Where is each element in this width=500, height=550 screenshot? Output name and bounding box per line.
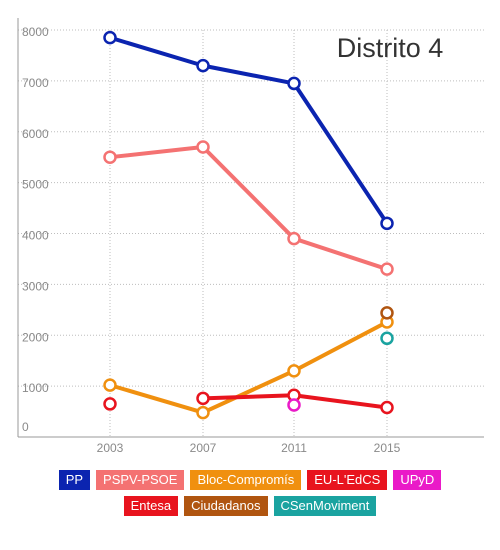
data-point-eu-l-edcs xyxy=(380,400,394,415)
chart-grid xyxy=(17,18,484,438)
data-point-pp xyxy=(196,58,210,73)
legend-item: Bloc-Compromís xyxy=(190,470,302,490)
y-tick-label: 7000 xyxy=(22,76,49,90)
y-tick-label: 8000 xyxy=(22,25,49,39)
data-point-pspv-psoe xyxy=(103,150,117,164)
series-line-pspv-psoe xyxy=(109,145,388,272)
data-point-csenmoviment xyxy=(380,331,394,346)
series-line-pp xyxy=(109,35,389,225)
x-tick-label: 2003 xyxy=(97,441,124,455)
data-point-pspv-psoe xyxy=(196,140,210,154)
data-point-upyd xyxy=(287,398,301,412)
x-axis: 2003 2007 2011 2015 xyxy=(97,441,401,455)
x-tick-label: 2007 xyxy=(190,441,217,455)
legend-item: Entesa xyxy=(123,496,179,516)
legend: PP PSPV-PSOE Bloc-Compromís EU-L'EdCS UPyD En… xyxy=(0,470,500,522)
y-tick-label: 4000 xyxy=(22,229,49,243)
data-point-pp xyxy=(287,76,301,91)
chart-title: Distrito 4 xyxy=(337,33,444,63)
data-point-bloc-comprom-s xyxy=(287,364,301,378)
series-eu-l-edcs xyxy=(196,388,394,415)
legend-item: CSenMoviment xyxy=(273,496,377,516)
data-point-entesa xyxy=(103,397,117,411)
data-point-ciudadanos xyxy=(380,306,394,320)
data-point-pp xyxy=(103,30,117,45)
y-tick-label: 6000 xyxy=(22,127,49,141)
data-point-pspv-psoe xyxy=(287,231,301,246)
y-tick-label: 2000 xyxy=(22,330,49,344)
legend-row: PP PSPV-PSOE Bloc-Compromís EU-L'EdCS UPyD xyxy=(0,470,500,490)
y-tick-label: 1000 xyxy=(22,381,49,395)
legend-item: PP xyxy=(58,470,91,490)
series-upyd xyxy=(287,398,301,412)
x-tick-label: 2015 xyxy=(374,441,401,455)
series-entesa xyxy=(103,397,117,411)
data-point-bloc-comprom-s xyxy=(196,405,210,420)
series-ciudadanos xyxy=(380,306,394,320)
y-tick-label: 5000 xyxy=(22,178,49,192)
legend-item: PSPV-PSOE xyxy=(96,470,185,490)
data-point-eu-l-edcs xyxy=(196,391,210,406)
data-point-bloc-comprom-s xyxy=(103,378,117,392)
series-line-bloc-comprom-s xyxy=(109,320,388,415)
series-csenmoviment xyxy=(380,331,394,346)
legend-item: EU-L'EdCS xyxy=(307,470,388,490)
series-pspv-psoe xyxy=(103,140,394,276)
legend-row: Entesa Ciudadanos CSenMoviment xyxy=(0,496,500,516)
series-layer xyxy=(103,30,394,420)
y-tick-label: 0 xyxy=(22,420,29,434)
y-axis: 0 1000 2000 3000 4000 5000 6000 7000 8000 xyxy=(22,25,49,434)
x-tick-label: 2011 xyxy=(281,441,307,455)
series-pp xyxy=(103,30,394,231)
legend-item: UPyD xyxy=(393,470,442,490)
legend-item: Ciudadanos xyxy=(184,496,268,516)
data-point-pspv-psoe xyxy=(380,262,394,276)
data-point-pp xyxy=(380,216,394,231)
y-tick-label: 3000 xyxy=(22,279,49,293)
